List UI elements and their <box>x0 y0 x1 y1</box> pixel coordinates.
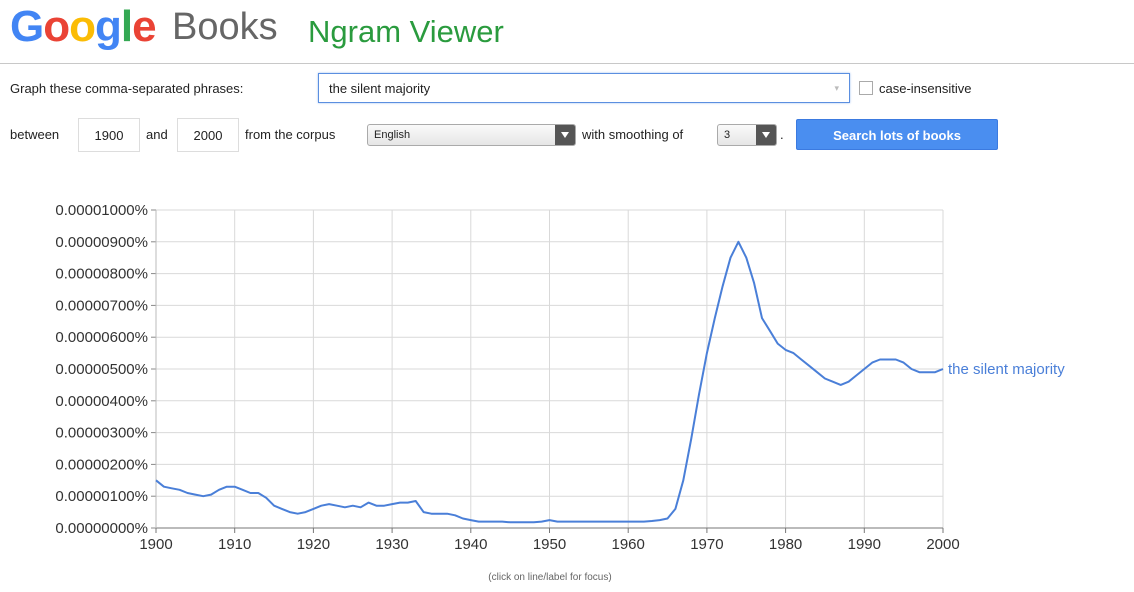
logo-letter: g <box>95 2 122 51</box>
ngram-chart[interactable]: 0.00000000% 0.00000100% 0.00000200% 0.00000… <box>0 190 1134 592</box>
period-text: . <box>780 127 784 142</box>
y-tick-label: 0.00000500% <box>55 361 148 378</box>
y-tick-label: 0.00000800% <box>55 266 148 283</box>
smoothing-select-value: 3 <box>724 129 731 141</box>
logo-google-wordmark: Google <box>10 2 157 52</box>
smoothing-label: with smoothing of <box>582 127 684 142</box>
case-insensitive-checkbox[interactable] <box>859 81 873 95</box>
corpus-select[interactable]: English <box>367 124 576 146</box>
y-tick-label: 0.00000000% <box>55 520 148 537</box>
header-divider <box>0 63 1134 64</box>
horizontal-gridlines <box>151 209 943 529</box>
x-tick-label: 1990 <box>848 536 881 553</box>
and-label: and <box>146 127 168 142</box>
y-tick-label: 0.00000600% <box>55 329 148 346</box>
series-group[interactable]: the silent majority <box>155 240 1065 524</box>
corpus-select-value: English <box>374 129 411 141</box>
y-tick-label: 0.00000300% <box>55 425 148 442</box>
x-tick-label: 1970 <box>690 536 723 553</box>
page-title: Ngram Viewer <box>308 14 504 49</box>
corpus-label: from the corpus <box>245 127 336 142</box>
chevron-down-icon[interactable] <box>756 125 776 145</box>
dropdown-arrow-icon[interactable]: ▾ <box>834 83 839 93</box>
start-year-input[interactable] <box>79 119 139 151</box>
y-tick-label: 0.00001000% <box>55 202 148 219</box>
x-tick-label: 2000 <box>926 536 959 553</box>
x-tick-label: 1980 <box>769 536 802 553</box>
x-tick-label: 1960 <box>612 536 645 553</box>
start-year-box[interactable] <box>78 118 140 152</box>
end-year-box[interactable] <box>177 118 239 152</box>
y-axis-tick-labels: 0.00000000% 0.00000100% 0.00000200% 0.00000… <box>55 202 148 537</box>
series-line[interactable] <box>155 240 944 524</box>
y-tick-label: 0.00000700% <box>55 297 148 314</box>
x-tick-label: 1920 <box>297 536 330 553</box>
smoothing-select[interactable]: 3 <box>717 124 777 146</box>
chart-footnote: (click on line/label for focus) <box>488 572 612 583</box>
logo-letter: o <box>43 2 70 51</box>
logo-letter: l <box>120 2 133 51</box>
x-tick-label: 1940 <box>454 536 487 553</box>
logo-letter: G <box>10 2 44 51</box>
search-button[interactable]: Search lots of books <box>796 119 998 150</box>
chevron-down-icon[interactable] <box>555 125 575 145</box>
y-tick-label: 0.00000400% <box>55 393 148 410</box>
phrases-input-box[interactable]: ▾ <box>318 73 850 103</box>
x-axis-tick-labels: 1900 1910 1920 1930 1940 1950 1960 1970 1980 1990… <box>139 528 960 553</box>
x-tick-label: 1900 <box>139 536 172 553</box>
y-tick-label: 0.00000900% <box>55 234 148 251</box>
y-tick-label: 0.00000200% <box>55 456 148 473</box>
x-tick-label: 1950 <box>533 536 566 553</box>
case-insensitive-label[interactable]: case-insensitive <box>879 81 972 96</box>
phrases-input[interactable] <box>329 81 819 96</box>
between-label: between <box>10 127 60 142</box>
phrases-label: Graph these comma-separated phrases: <box>10 81 244 96</box>
y-tick-label: 0.00000100% <box>55 488 148 505</box>
end-year-input[interactable] <box>178 119 238 151</box>
x-tick-label: 1910 <box>218 536 251 553</box>
logo-letter: o <box>69 2 96 51</box>
series-label[interactable]: the silent majority <box>948 361 1065 378</box>
x-tick-label: 1930 <box>375 536 408 553</box>
logo-letter: e <box>132 2 157 51</box>
logo-books-text: Books <box>172 6 278 48</box>
